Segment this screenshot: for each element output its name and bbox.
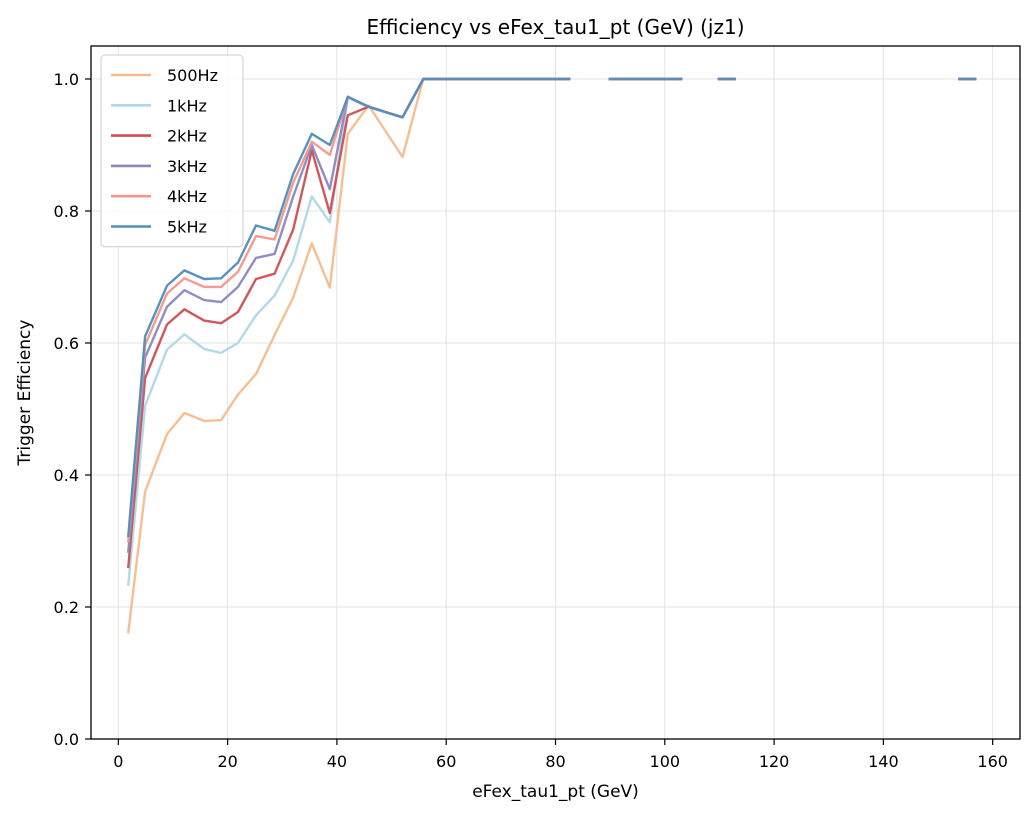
- x-tick-label: 40: [327, 752, 347, 771]
- x-tick-label: 80: [545, 752, 565, 771]
- legend-box: [100, 54, 244, 248]
- x-tick-label: 60: [436, 752, 456, 771]
- x-tick-label: 20: [217, 752, 237, 771]
- legend-label: 2kHz: [167, 127, 207, 146]
- legend-label: 4kHz: [167, 187, 207, 206]
- y-axis: 0.0 0.2 0.4 0.6 0.8 1.0: [54, 70, 91, 749]
- legend-label: 3kHz: [167, 157, 207, 176]
- y-tick-label: 0.2: [54, 598, 79, 617]
- legend-label: 1kHz: [167, 96, 207, 115]
- x-tick-label: 140: [868, 752, 899, 771]
- x-tick-label: 100: [650, 752, 681, 771]
- x-tick-label: 160: [977, 752, 1008, 771]
- x-tick-label: 120: [759, 752, 790, 771]
- y-axis-title: Trigger Efficiency: [15, 320, 35, 467]
- x-axis: 0 20 40 60 80 100 120 140 160: [113, 739, 1008, 771]
- series-line-5kHz: [127, 77, 571, 538]
- chart-title: Efficiency vs eFex_tau1_pt (GeV) (jz1): [366, 15, 744, 39]
- y-tick-label: 0.4: [54, 466, 79, 485]
- series-5kHz: [127, 77, 977, 538]
- legend-label: 5kHz: [167, 218, 207, 237]
- series-layer: [127, 77, 977, 634]
- x-axis-title: eFex_tau1_pt (GeV): [472, 782, 639, 802]
- legend: 500Hz 1kHz 2kHz 3kHz 4kHz 5kHz: [100, 54, 244, 248]
- y-tick-label: 0.6: [54, 334, 79, 353]
- legend-label: 500Hz: [167, 66, 218, 85]
- y-tick-label: 1.0: [54, 70, 79, 89]
- y-tick-label: 0.8: [54, 202, 79, 221]
- x-tick-label: 0: [113, 752, 123, 771]
- y-tick-label: 0.0: [54, 730, 79, 749]
